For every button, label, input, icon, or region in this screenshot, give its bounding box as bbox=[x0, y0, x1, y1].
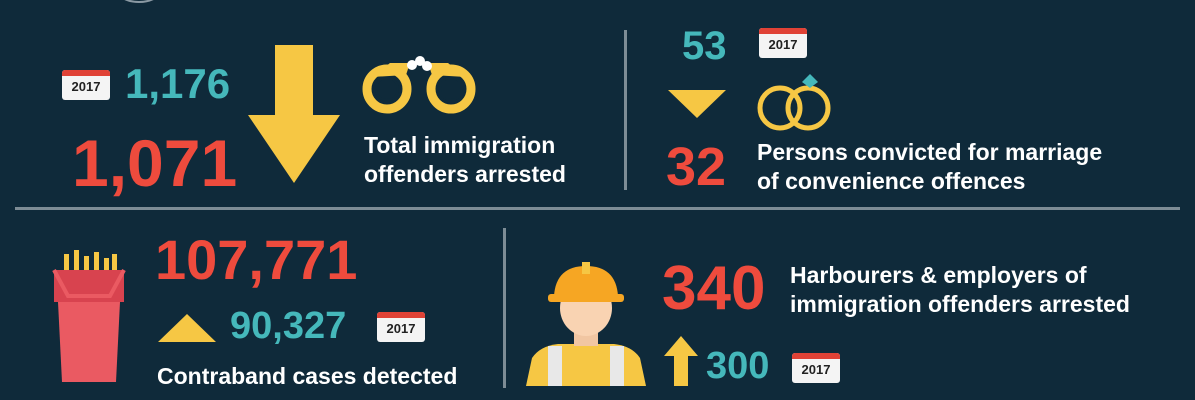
up-triangle-icon bbox=[158, 314, 216, 347]
arrests-previous-value: 1,176 bbox=[125, 60, 231, 107]
harbourers-value: 340 bbox=[662, 254, 766, 323]
marriage-label: Persons convicted for marriage of conven… bbox=[757, 138, 1102, 196]
calendar-year: 2017 bbox=[801, 362, 831, 377]
harbourers-label: Harbourers & employers of immigration of… bbox=[790, 261, 1130, 319]
down-triangle-icon bbox=[668, 90, 726, 123]
marriage-label-line2: of convenience offences bbox=[757, 168, 1026, 194]
down-arrow-icon bbox=[248, 45, 340, 188]
construction-worker-icon bbox=[526, 262, 646, 391]
calendar-year: 2017 bbox=[386, 321, 416, 336]
wedding-rings-icon bbox=[752, 72, 838, 137]
agency-logo bbox=[110, 0, 168, 6]
marriage-label-line1: Persons convicted for marriage bbox=[757, 139, 1103, 165]
calendar-year: 2017 bbox=[768, 37, 798, 52]
calendar-icon: 2017 bbox=[377, 312, 425, 342]
cigarette-pack-icon bbox=[50, 250, 128, 389]
horizontal-divider bbox=[15, 207, 1180, 210]
up-arrow-icon bbox=[664, 336, 698, 391]
arrests-label: Total immigration offenders arrested bbox=[364, 131, 566, 189]
calendar-icon: 2017 bbox=[759, 28, 807, 58]
contraband-previous-value: 90,327 bbox=[230, 305, 347, 347]
calendar-icon: 2017 bbox=[62, 70, 110, 100]
arrests-label-line2: offenders arrested bbox=[364, 161, 566, 187]
handcuffs-icon bbox=[360, 55, 478, 122]
harbourers-label-line2: immigration offenders arrested bbox=[790, 291, 1130, 317]
harbourers-previous-value: 300 bbox=[706, 345, 770, 387]
vertical-divider-top bbox=[624, 30, 627, 190]
contraband-value: 107,771 bbox=[155, 228, 358, 291]
calendar-icon: 2017 bbox=[792, 353, 840, 383]
arrests-label-line1: Total immigration bbox=[364, 132, 556, 158]
marriage-previous-value: 53 bbox=[682, 24, 727, 68]
vertical-divider-bottom bbox=[503, 228, 506, 388]
harbourers-label-line1: Harbourers & employers of bbox=[790, 262, 1087, 288]
calendar-year: 2017 bbox=[71, 79, 101, 94]
arrests-value: 1,071 bbox=[72, 126, 238, 200]
marriage-value: 32 bbox=[666, 137, 727, 197]
contraband-label: Contraband cases detected bbox=[157, 363, 458, 389]
